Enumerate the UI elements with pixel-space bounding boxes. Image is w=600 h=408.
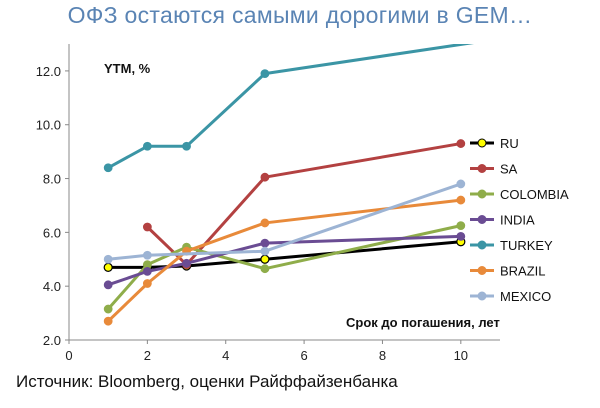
data-point-brazil bbox=[260, 218, 270, 228]
legend-label-india: INDIA bbox=[500, 213, 535, 228]
legend-label-sa: SA bbox=[500, 162, 518, 177]
data-point-turkey bbox=[182, 141, 191, 151]
data-point-mexico bbox=[103, 254, 113, 264]
y-tick-label: 6.0 bbox=[43, 225, 61, 240]
y-axis-label: YTM, % bbox=[104, 61, 151, 76]
legend-marker-ru bbox=[477, 138, 487, 148]
data-point-turkey bbox=[260, 69, 270, 78]
data-point-ru bbox=[103, 262, 113, 272]
data-point-mexico bbox=[142, 250, 152, 260]
legend-marker-sa bbox=[477, 164, 487, 173]
x-axis-label: Срок до погашения, лет bbox=[346, 315, 500, 330]
legend-marker-mexico bbox=[477, 291, 487, 301]
y-tick-label: 4.0 bbox=[43, 279, 61, 294]
x-tick-label: 4 bbox=[222, 348, 229, 363]
data-point-brazil bbox=[456, 195, 466, 205]
data-point-colombia bbox=[260, 264, 270, 274]
data-point-brazil bbox=[103, 316, 113, 326]
data-point-colombia bbox=[456, 221, 466, 231]
legend-label-colombia: COLOMBIA bbox=[500, 187, 569, 202]
data-point-turkey bbox=[142, 141, 152, 151]
series-line-brazil bbox=[107, 198, 461, 323]
data-point-india bbox=[142, 266, 152, 276]
data-point-india bbox=[103, 280, 113, 290]
data-point-colombia bbox=[103, 304, 113, 314]
source-note: Источник: Bloomberg, оценки Райффайзенба… bbox=[16, 372, 398, 391]
y-tick-label: 8.0 bbox=[43, 172, 61, 187]
chart-title: ОФЗ остаются самыми дорогими в GEM… bbox=[67, 2, 533, 28]
legend-marker-india bbox=[477, 215, 487, 224]
legend-label-turkey: TURKEY bbox=[500, 238, 553, 253]
y-tick-label: 2.0 bbox=[43, 333, 61, 348]
x-tick-label: 6 bbox=[300, 348, 307, 363]
legend-marker-turkey bbox=[477, 240, 487, 250]
legend-label-brazil: BRAZIL bbox=[500, 264, 546, 279]
data-point-sa bbox=[456, 139, 466, 148]
y-tick-label: 10.0 bbox=[36, 118, 61, 133]
x-tick-label: 0 bbox=[65, 348, 72, 363]
legend-marker-colombia bbox=[477, 189, 487, 199]
data-point-mexico bbox=[456, 179, 466, 189]
data-point-sa bbox=[260, 172, 270, 182]
series-line-mexico bbox=[108, 182, 462, 261]
x-tick-label: 8 bbox=[379, 348, 386, 363]
x-tick-label: 2 bbox=[144, 348, 151, 363]
series-line-sa bbox=[146, 142, 462, 267]
data-point-turkey bbox=[103, 163, 113, 173]
legend-marker-brazil bbox=[477, 266, 487, 275]
y-tick-label: 12.0 bbox=[36, 64, 61, 79]
data-point-brazil bbox=[142, 279, 152, 288]
data-point-india bbox=[182, 258, 191, 268]
data-point-turkey bbox=[496, 35, 504, 43]
x-tick-label: 10 bbox=[454, 348, 468, 363]
legend-label-mexico: MEXICO bbox=[500, 289, 551, 304]
data-point-mexico bbox=[260, 246, 270, 256]
data-point-india bbox=[456, 231, 466, 241]
data-point-ru bbox=[260, 254, 270, 264]
data-point-sa bbox=[142, 222, 152, 232]
legend-label-ru: RU bbox=[500, 136, 519, 151]
data-point-india bbox=[260, 238, 270, 248]
